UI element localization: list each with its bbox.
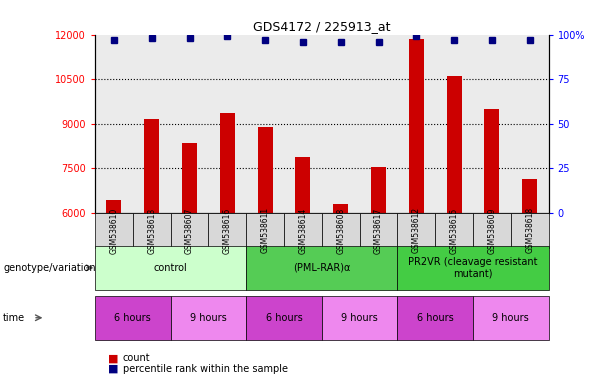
Bar: [484, 109, 500, 213]
Bar: [333, 204, 348, 213]
Bar: [170, 35, 208, 213]
Bar: [522, 179, 537, 213]
Text: ■: ■: [108, 353, 119, 363]
Text: 6 hours: 6 hours: [417, 313, 454, 323]
Text: 6 hours: 6 hours: [265, 313, 302, 323]
Bar: [208, 35, 246, 213]
Text: GSM538609: GSM538609: [487, 207, 497, 253]
Bar: [295, 157, 311, 213]
Bar: [284, 35, 322, 213]
Bar: [435, 35, 473, 213]
Text: GSM538608: GSM538608: [336, 207, 345, 253]
Text: GSM538616: GSM538616: [223, 207, 232, 253]
Text: GSM538610: GSM538610: [109, 207, 118, 253]
Text: GSM538618: GSM538618: [525, 207, 535, 253]
Title: GDS4172 / 225913_at: GDS4172 / 225913_at: [253, 20, 390, 33]
Text: 9 hours: 9 hours: [341, 313, 378, 323]
Text: control: control: [154, 263, 188, 273]
Bar: [446, 76, 462, 213]
Bar: [107, 200, 121, 213]
Bar: [409, 39, 424, 213]
Text: time: time: [3, 313, 25, 323]
Text: GSM538611: GSM538611: [261, 207, 270, 253]
Text: count: count: [123, 353, 150, 363]
Text: genotype/variation: genotype/variation: [3, 263, 96, 273]
Text: (PML-RAR)α: (PML-RAR)α: [293, 263, 351, 273]
Text: 6 hours: 6 hours: [115, 313, 151, 323]
Text: GSM538613: GSM538613: [147, 207, 156, 253]
Text: PR2VR (cleavage resistant
mutant): PR2VR (cleavage resistant mutant): [408, 257, 538, 279]
Text: GSM538615: GSM538615: [449, 207, 459, 253]
Text: GSM538607: GSM538607: [185, 207, 194, 253]
Bar: [144, 119, 159, 213]
Bar: [473, 35, 511, 213]
Bar: [246, 35, 284, 213]
Bar: [360, 35, 397, 213]
Text: ■: ■: [108, 364, 119, 374]
Bar: [182, 143, 197, 213]
Bar: [511, 35, 549, 213]
Bar: [219, 113, 235, 213]
Text: 9 hours: 9 hours: [190, 313, 227, 323]
Bar: [133, 35, 170, 213]
Text: GSM538612: GSM538612: [412, 207, 421, 253]
Bar: [322, 35, 360, 213]
Text: percentile rank within the sample: percentile rank within the sample: [123, 364, 287, 374]
Text: GSM538614: GSM538614: [299, 207, 308, 253]
Bar: [95, 35, 133, 213]
Bar: [257, 127, 273, 213]
Text: 9 hours: 9 hours: [492, 313, 529, 323]
Bar: [371, 167, 386, 213]
Bar: [397, 35, 435, 213]
Text: GSM538617: GSM538617: [374, 207, 383, 253]
